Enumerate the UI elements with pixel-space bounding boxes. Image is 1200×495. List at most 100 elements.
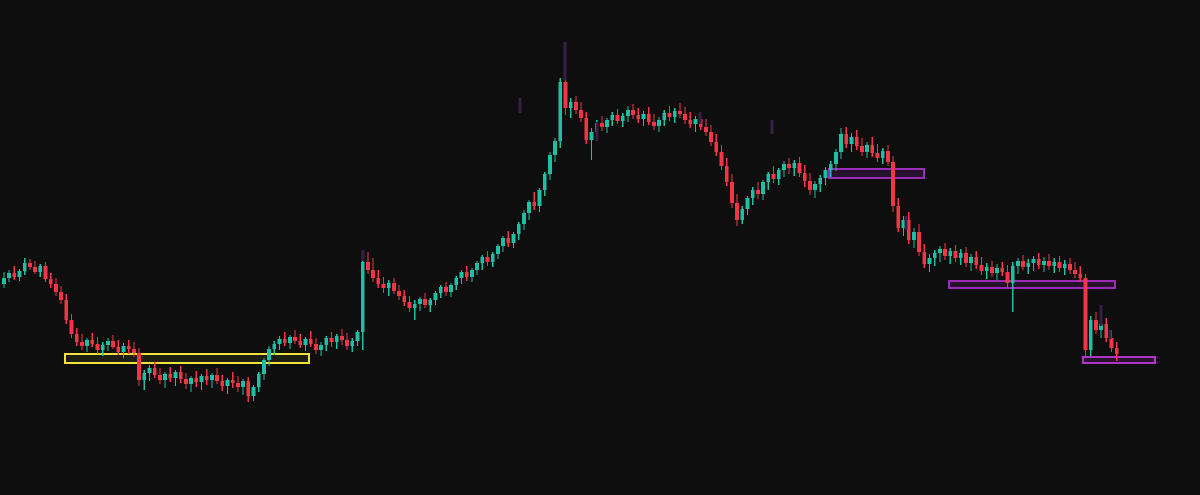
candle-body [303, 339, 308, 345]
candle-body [849, 137, 854, 144]
candle-body [142, 373, 147, 380]
candle-up [449, 283, 453, 297]
candle-up [662, 110, 667, 126]
candle-down [184, 373, 188, 389]
candle-up [360, 250, 365, 350]
candle-body [662, 113, 667, 120]
candle-down [683, 107, 687, 124]
candle-body [277, 339, 282, 344]
candle-down [896, 198, 901, 232]
candle-body [532, 202, 537, 206]
ghost-wick [698, 112, 702, 124]
candle-up [22, 258, 27, 275]
candle-body [901, 220, 906, 228]
candle-down [964, 247, 968, 267]
candle-up [173, 370, 178, 386]
candle-body [932, 253, 937, 258]
candle-body [912, 232, 916, 240]
candle-body [282, 339, 287, 343]
candle-up [262, 358, 266, 380]
candle-body [345, 340, 349, 346]
candle-up [1062, 260, 1067, 275]
candle-body [787, 164, 791, 168]
candle-down [178, 366, 183, 383]
candle-up [225, 378, 230, 394]
zone-box-purple-upper[interactable] [828, 168, 925, 179]
candle-down [48, 273, 53, 288]
candle-down [943, 243, 947, 260]
candle-up [766, 172, 771, 190]
candle-down [12, 266, 17, 280]
candle-body [953, 251, 958, 258]
candle-body [511, 234, 516, 243]
candle-up [324, 336, 329, 351]
candle-body [563, 82, 568, 108]
zone-box-purple-mid[interactable] [948, 280, 1116, 289]
candle-up [511, 232, 516, 248]
candle-body [22, 263, 27, 271]
candle-body [230, 380, 235, 383]
candle-body [693, 119, 698, 124]
candle-down [1057, 256, 1062, 272]
candle-down [152, 362, 157, 378]
candle-body [43, 266, 48, 279]
candle-body [324, 338, 329, 345]
candle-body [995, 268, 999, 273]
candle-body [464, 272, 469, 277]
candle-up [834, 149, 838, 171]
candle-down [917, 224, 921, 256]
candle-body [1088, 320, 1093, 350]
candle-body [589, 132, 594, 140]
candle-body [95, 344, 100, 350]
candle-up [1031, 256, 1036, 271]
zone-box-purple-lower[interactable] [1082, 356, 1156, 364]
zone-box-yellow[interactable] [64, 353, 310, 364]
candle-up [693, 116, 698, 132]
candle-up [241, 379, 245, 395]
ghost-wick [1099, 305, 1103, 326]
candle-down [854, 130, 859, 150]
candle-body [756, 190, 760, 194]
candle-up [121, 343, 126, 358]
candle-body [418, 299, 422, 304]
candle-down [724, 158, 729, 186]
candle-down [69, 314, 74, 338]
candle-down [636, 108, 641, 123]
candle-body [256, 374, 261, 387]
candle-body [433, 293, 438, 300]
candle-body [350, 341, 355, 346]
candle-body [485, 257, 490, 262]
candle-up [548, 152, 552, 180]
candle-body [865, 145, 869, 152]
candle-down [1047, 254, 1051, 270]
candle-body [288, 337, 292, 343]
candle-up [782, 161, 786, 177]
candle-body [761, 182, 765, 194]
candle-body [199, 376, 204, 382]
candle-down [1021, 255, 1025, 270]
candle-body [818, 178, 823, 184]
candle-down [329, 332, 334, 347]
candle-up [865, 142, 869, 158]
candle-down [652, 114, 656, 130]
candle-body [797, 163, 802, 173]
candle-body [1083, 278, 1088, 350]
candle-down [33, 261, 37, 274]
candle-down [1005, 265, 1010, 288]
candle-down [688, 112, 693, 128]
candle-body [683, 114, 687, 120]
candle-up [558, 78, 563, 148]
candle-body [964, 253, 968, 263]
candle-up [932, 250, 937, 266]
candle-body [678, 111, 682, 114]
candle-up [813, 181, 817, 198]
candle-down [953, 245, 958, 262]
candle-down [168, 367, 173, 382]
candle-up [672, 108, 677, 123]
candle-down [1000, 262, 1005, 276]
candle-up [516, 222, 521, 240]
candle-up [823, 167, 828, 185]
candle-body [480, 257, 485, 263]
